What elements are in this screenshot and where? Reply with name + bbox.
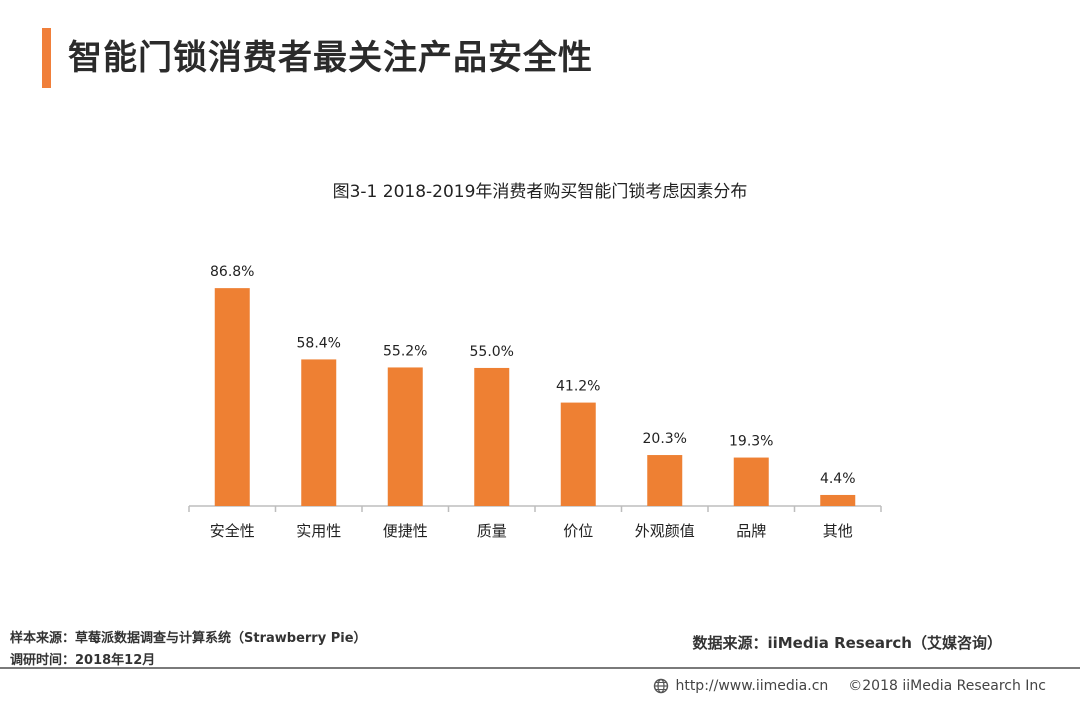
category-label-5: 价位	[563, 522, 593, 540]
globe-icon	[654, 678, 669, 694]
data-label-4: 55.0%	[470, 344, 514, 360]
category-label-6: 外观颜值	[635, 522, 695, 540]
bar-2	[301, 359, 337, 506]
sample-source: 样本来源：草莓派数据调查与计算系统（Strawberry Pie）	[10, 631, 367, 646]
data-label-6: 20.3%	[643, 431, 687, 447]
title-accent-bar	[42, 28, 51, 88]
footer-divider	[0, 667, 1080, 669]
category-label-1: 安全性	[210, 522, 255, 540]
category-label-8: 其他	[823, 522, 853, 540]
bar-4	[474, 367, 510, 506]
bar-5	[560, 402, 596, 506]
bar-chart: 86.8% 安全性 58.4% 实用性 55.2% 便捷性 55.0% 质量 41.2% 价位 20…	[188, 264, 882, 540]
data-label-1: 86.8%	[210, 264, 254, 280]
data-source: 数据来源：iiMedia Research（艾媒咨询）	[692, 634, 1002, 652]
data-label-5: 41.2%	[556, 379, 600, 395]
category-label-3: 便捷性	[383, 522, 428, 540]
website-link[interactable]: http://www.iimedia.cn	[675, 678, 829, 694]
category-label-7: 品牌	[736, 522, 766, 540]
category-label-4: 质量	[477, 522, 507, 540]
bar-8	[820, 494, 856, 506]
bar-1	[214, 288, 250, 506]
survey-time: 调研时间：2018年12月	[10, 653, 156, 668]
bar-3	[387, 367, 423, 506]
data-label-3: 55.2%	[383, 343, 427, 359]
data-label-8: 4.4%	[820, 471, 856, 487]
page-title: 智能门锁消费者最关注产品安全性	[68, 38, 593, 78]
footer-bar: http://www.iimedia.cn ©2018 iiMedia Rese…	[653, 678, 1046, 694]
data-label-2: 58.4%	[297, 335, 341, 351]
category-label-2: 实用性	[296, 522, 341, 540]
copyright: ©2018 iiMedia Research Inc	[848, 678, 1046, 694]
chart-title: 图3-1 2018-2019年消费者购买智能门锁考虑因素分布	[332, 182, 748, 202]
footer-notes: 样本来源：草莓派数据调查与计算系统（Strawberry Pie） 调研时间：2…	[10, 628, 367, 672]
bar-6	[647, 455, 683, 506]
data-label-7: 19.3%	[729, 434, 773, 450]
bar-7	[733, 457, 769, 506]
